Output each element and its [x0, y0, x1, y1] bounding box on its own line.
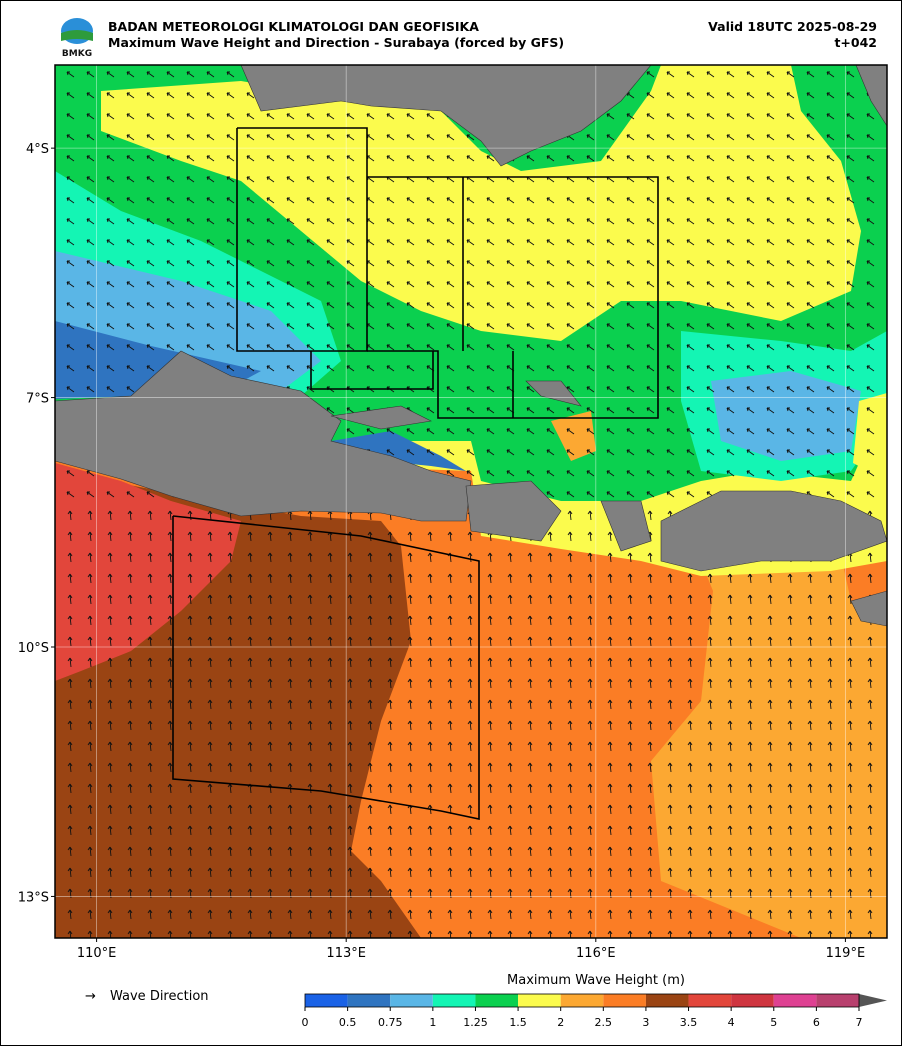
colorbar-segment — [432, 994, 476, 1007]
land — [55, 350, 472, 522]
lead-time: t+042 — [834, 35, 877, 50]
title: BADAN METEOROLOGI KLIMATOLOGI DAN GEOFIS… — [108, 19, 479, 34]
colorbar-tick-label: 1.5 — [509, 1016, 527, 1029]
colorbar-tick-label: 0 — [302, 1016, 309, 1029]
valid-time: Valid 18UTC 2025-08-29 — [708, 19, 877, 34]
colorbar-segment — [688, 994, 732, 1007]
land — [465, 480, 562, 542]
lon-tick-label: 110°E — [77, 946, 117, 961]
lat-tick-label: 7°S — [26, 392, 49, 407]
lon-tick-label: 119°E — [826, 946, 866, 961]
colorbar-segment — [603, 994, 646, 1007]
colorbar-segment — [645, 994, 689, 1007]
colorbar-segment — [731, 994, 774, 1007]
colorbar-tick-label: 1 — [429, 1016, 436, 1029]
zone-outline — [367, 176, 659, 419]
land — [600, 500, 652, 552]
colorbar-segment — [816, 994, 859, 1007]
colorbar-tick-label: 0.5 — [339, 1016, 357, 1029]
direction-arrows — [55, 501, 887, 938]
logo-text: BMKG — [62, 49, 92, 59]
subtitle: Maximum Wave Height and Direction - Sura… — [108, 35, 564, 50]
lat-tick-label: 13°S — [18, 890, 49, 905]
lat-tick-label: 4°S — [26, 142, 49, 157]
colorbar-tick-label: 7 — [856, 1016, 863, 1029]
land — [660, 490, 887, 572]
colorbar-tick-label: 3 — [642, 1016, 649, 1029]
zone-outline — [310, 351, 434, 390]
colorbar-segment — [518, 994, 561, 1007]
colorbar-tick-label: 3.5 — [680, 1016, 698, 1029]
colorbar-tick-label: 2 — [557, 1016, 564, 1029]
colorbar-tick-label: 0.75 — [378, 1016, 403, 1029]
colorbar-extend — [859, 994, 887, 1007]
legend-label: Wave Direction — [110, 989, 209, 1004]
colorbar-tick-label: 5 — [770, 1016, 777, 1029]
land — [855, 65, 887, 127]
colorbar-label: Maximum Wave Height (m) — [507, 973, 685, 988]
colorbar-segment — [475, 994, 519, 1007]
colorbar-tick-label: 6 — [813, 1016, 820, 1029]
lon-tick-label: 116°E — [576, 946, 616, 961]
logo: BMKG — [61, 18, 93, 59]
land — [330, 405, 432, 430]
colorbar-segment — [305, 994, 348, 1007]
lat-tick-label: 10°S — [18, 641, 49, 656]
map-frame — [54, 64, 888, 939]
map — [55, 65, 887, 938]
land — [525, 380, 582, 407]
colorbar-tick-label: 4 — [728, 1016, 735, 1029]
zone-outline — [172, 515, 480, 820]
colorbar-tick-label: 1.25 — [463, 1016, 488, 1029]
colorbar-segment — [773, 994, 817, 1007]
colorbar-tick-label: 2.5 — [595, 1016, 613, 1029]
colorbar-segment — [560, 994, 604, 1007]
colorbar-segment — [347, 994, 391, 1007]
colorbar-frame — [304, 993, 860, 1008]
colorbar-segment — [390, 994, 433, 1007]
land — [850, 590, 887, 627]
lon-tick-label: 113°E — [326, 946, 366, 961]
land — [240, 65, 652, 167]
legend-symbol: → — [85, 989, 96, 1004]
